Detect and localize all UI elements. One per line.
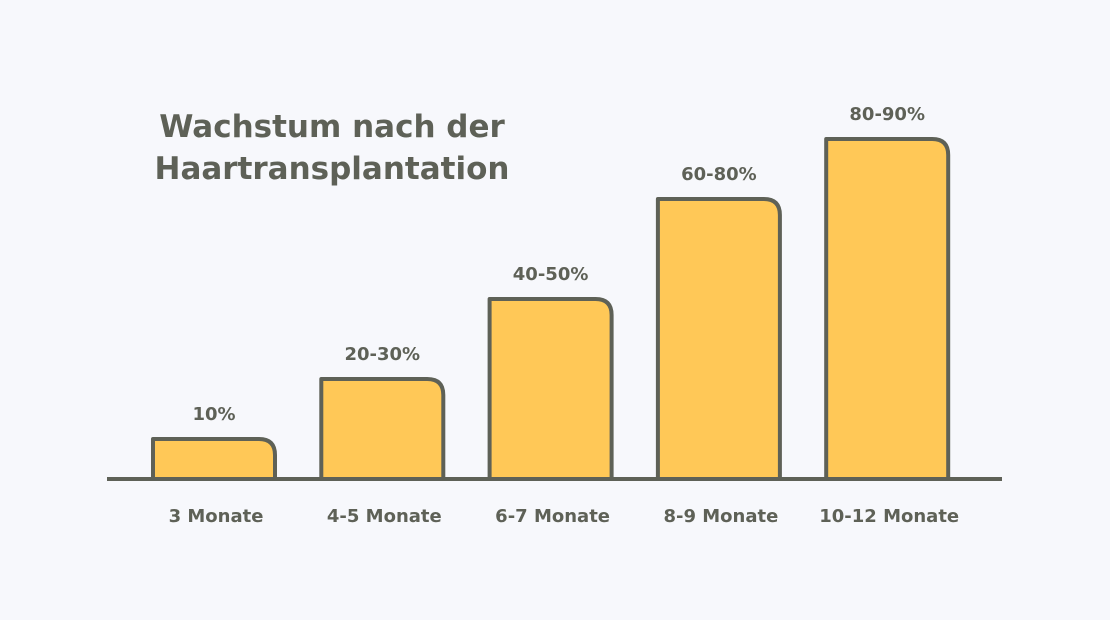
data-label: 80-90% <box>849 104 925 125</box>
bar-1 <box>151 437 277 479</box>
bar-4 <box>655 197 782 479</box>
x-tick-label: 4-5 Monate <box>327 506 442 527</box>
bar-5 <box>824 137 951 479</box>
bar-3 <box>487 297 614 479</box>
bar-2 <box>319 377 446 479</box>
data-label: 60-80% <box>681 164 757 185</box>
x-tick-label: 3 Monate <box>169 506 264 527</box>
data-label: 10% <box>192 404 235 425</box>
chart-title-line-1: Wachstum nach der <box>159 109 505 145</box>
data-label: 40-50% <box>513 264 589 285</box>
x-tick-label: 8-9 Monate <box>663 506 778 527</box>
x-tick-label: 6-7 Monate <box>495 506 610 527</box>
data-label: 20-30% <box>344 344 420 365</box>
x-tick-label: 10-12 Monate <box>819 506 959 527</box>
chart-title-line-2: Haartransplantation <box>155 151 510 187</box>
